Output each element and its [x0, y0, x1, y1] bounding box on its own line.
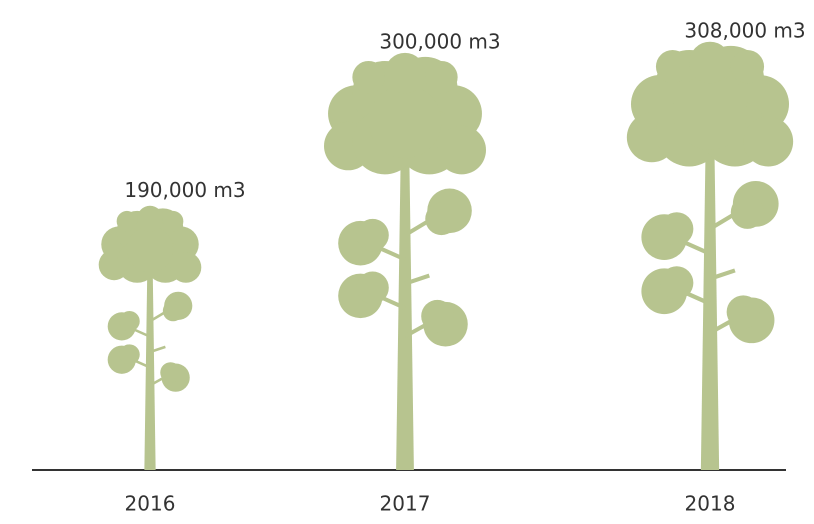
trunk	[396, 137, 414, 471]
value-label: 300,000 m3	[379, 30, 500, 54]
branch	[126, 304, 177, 387]
foliage	[170, 251, 202, 283]
branch	[671, 202, 753, 335]
foliage	[126, 226, 174, 273]
foliage	[352, 60, 385, 94]
x-tick-label: 2017	[380, 492, 431, 516]
foliage	[655, 50, 690, 84]
foliage	[660, 266, 694, 300]
foliage	[437, 125, 486, 175]
x-tick-label: 2016	[125, 492, 176, 516]
foliage	[421, 299, 454, 333]
value-label: 190,000 m3	[124, 178, 245, 202]
foliage	[384, 52, 426, 94]
foliage	[425, 60, 458, 94]
foliage	[726, 295, 760, 329]
tree	[626, 41, 794, 470]
foliage	[137, 205, 163, 232]
tree	[98, 205, 202, 470]
foliage	[162, 300, 184, 322]
foliage	[730, 50, 765, 84]
tree	[324, 52, 486, 471]
foliage	[689, 41, 731, 84]
foliage	[162, 210, 184, 232]
foliage	[743, 116, 794, 167]
value-label: 308,000 m3	[684, 19, 805, 43]
foliage	[356, 271, 389, 304]
foliage	[730, 195, 765, 229]
foliage	[368, 85, 442, 159]
foliage	[160, 362, 181, 383]
trunk	[700, 129, 720, 470]
foliage	[660, 212, 694, 246]
foliage	[425, 202, 458, 236]
trunk	[144, 259, 156, 470]
foliage	[119, 344, 140, 365]
foliage	[672, 74, 748, 150]
foliage	[356, 218, 389, 252]
x-tick-label: 2018	[685, 492, 736, 516]
foliage	[116, 210, 138, 232]
foliage	[119, 310, 140, 332]
branch	[367, 209, 447, 339]
